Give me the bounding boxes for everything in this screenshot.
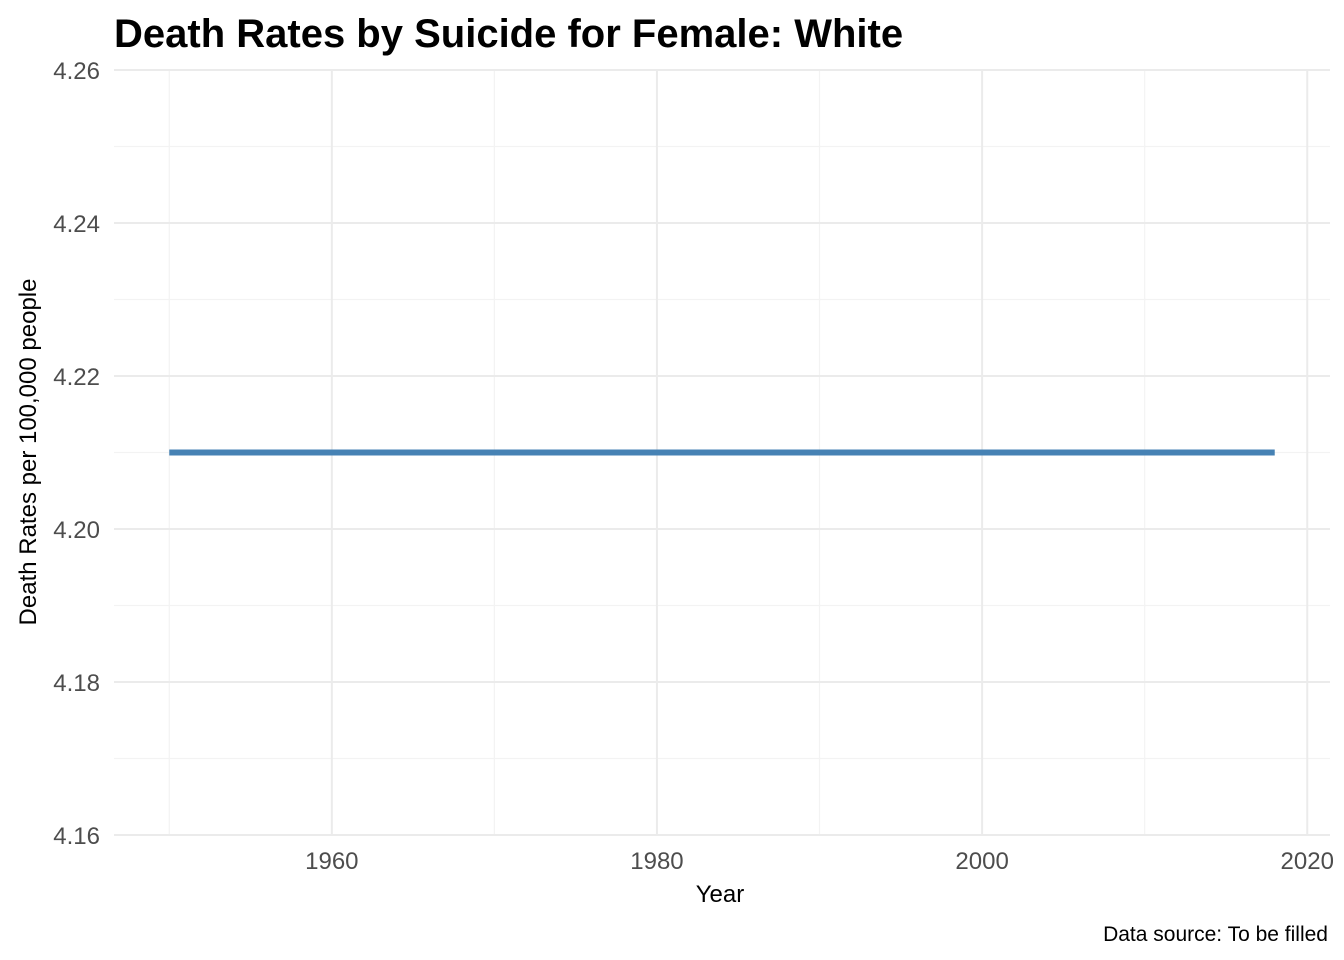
x-axis-title: Year (696, 881, 745, 908)
y-tick-label: 4.20 (53, 517, 100, 544)
x-tick-label: 2020 (1281, 848, 1334, 875)
y-tick-label: 4.16 (53, 823, 100, 850)
y-tick-label: 4.24 (53, 211, 100, 238)
x-tick-label: 1980 (630, 848, 683, 875)
x-tick-label: 2000 (955, 848, 1008, 875)
y-axis-tick-labels: 4.16 4.18 4.20 4.22 4.24 4.26 (53, 58, 100, 850)
chart-title: Death Rates by Suicide for Female: White (114, 12, 903, 56)
x-tick-label: 1960 (305, 848, 358, 875)
y-tick-label: 4.26 (53, 58, 100, 85)
x-axis-tick-labels: 1960 1980 2000 2020 (305, 848, 1334, 875)
y-tick-label: 4.18 (53, 670, 100, 697)
y-axis-title: Death Rates per 100,000 people (15, 279, 42, 626)
y-tick-label: 4.22 (53, 364, 100, 391)
caption: Data source: To be filled (1103, 923, 1328, 946)
major-gridlines (114, 69, 1330, 836)
